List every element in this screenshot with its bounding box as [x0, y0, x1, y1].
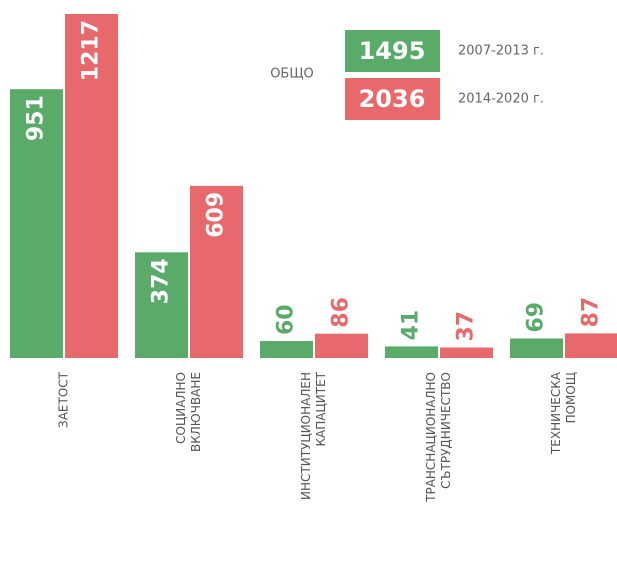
legend-swatch: [345, 78, 440, 120]
value-label: 37: [454, 311, 479, 342]
bar: [565, 333, 617, 358]
total-label: ОБЩО: [270, 67, 314, 82]
value-label: 374: [149, 258, 174, 304]
value-label: 609: [204, 192, 229, 238]
category-label: ИНСТИТУЦИОНАЛЕН: [299, 372, 313, 500]
bar: [510, 338, 563, 358]
bar: [10, 89, 63, 358]
category-label: КАПАЦИТЕТ: [314, 371, 328, 446]
category-label: СЪТРУДНИЧЕСТВО: [439, 372, 453, 489]
value-label: 69: [524, 302, 549, 333]
category-label: ПОМОЩ: [564, 372, 578, 423]
legend-total: 2036: [359, 85, 426, 113]
legend-total: 1495: [359, 37, 426, 65]
category-label: СОЦИАЛНО: [174, 372, 188, 444]
bar: [315, 333, 368, 358]
legend-label: 2007-2013 г.: [458, 44, 544, 59]
bar: [65, 14, 118, 358]
category-label: ТЕХНИЧЕСКА: [549, 371, 563, 455]
category-label: ЗАЕТОСТ: [57, 371, 71, 428]
value-label: 41: [399, 310, 424, 341]
value-label: 951: [24, 95, 49, 141]
bar: [260, 341, 313, 358]
bar: [385, 346, 438, 358]
legend-label: 2014-2020 г.: [458, 92, 544, 107]
bar: [190, 185, 243, 358]
value-label: 1217: [79, 20, 104, 81]
legend-swatch: [345, 30, 440, 72]
category-label: ТРАНСНАЦИОНАЛНО: [424, 372, 438, 503]
value-label: 87: [579, 297, 604, 328]
value-label: 86: [329, 297, 354, 328]
value-label: 60: [274, 304, 299, 335]
bar: [440, 347, 493, 358]
category-label: ВКЛЮЧВАНЕ: [189, 372, 203, 452]
bar: [135, 252, 188, 358]
